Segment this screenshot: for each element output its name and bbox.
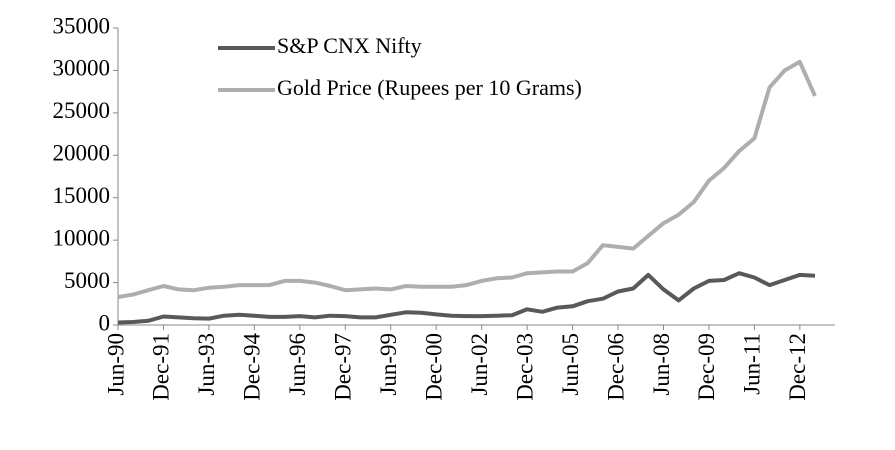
y-tick-label: 30000 bbox=[53, 56, 111, 81]
x-tick-label: Dec-09 bbox=[694, 333, 719, 401]
x-tick-label: Dec-03 bbox=[512, 333, 537, 401]
x-tick-label: Dec-12 bbox=[785, 333, 810, 401]
x-tick-label: Dec-00 bbox=[421, 333, 446, 401]
line-series bbox=[117, 271, 816, 325]
y-tick-label: 0 bbox=[99, 310, 111, 335]
y-tick-label: 15000 bbox=[53, 183, 111, 208]
x-tick-label: Jun-11 bbox=[740, 333, 765, 395]
x-tick-label: Jun-96 bbox=[285, 333, 310, 396]
y-tick-label: 5000 bbox=[64, 268, 110, 293]
y-tick-label: 25000 bbox=[53, 98, 111, 123]
y-tick-label: 10000 bbox=[53, 225, 111, 250]
x-tick-label: Dec-97 bbox=[331, 333, 356, 401]
x-tick-label: Jun-93 bbox=[194, 333, 219, 396]
x-tick-label: Dec-91 bbox=[149, 333, 174, 401]
y-tick-label: 35000 bbox=[53, 13, 111, 38]
x-tick-label: Jun-99 bbox=[376, 333, 401, 396]
y-tick-label: 20000 bbox=[53, 141, 111, 166]
x-tick-label: Dec-94 bbox=[240, 333, 265, 401]
x-tick-label: Dec-06 bbox=[603, 333, 628, 401]
legend-label: S&P CNX Nifty bbox=[277, 33, 422, 58]
line-series bbox=[117, 59, 817, 299]
legend-label: Gold Price (Rupees per 10 Grams) bbox=[277, 75, 582, 100]
x-tick-label: Jun-90 bbox=[103, 333, 128, 396]
x-tick-label: Jun-08 bbox=[649, 333, 674, 396]
x-tick-label: Jun-05 bbox=[558, 333, 583, 396]
x-tick-label: Jun-02 bbox=[467, 333, 492, 396]
